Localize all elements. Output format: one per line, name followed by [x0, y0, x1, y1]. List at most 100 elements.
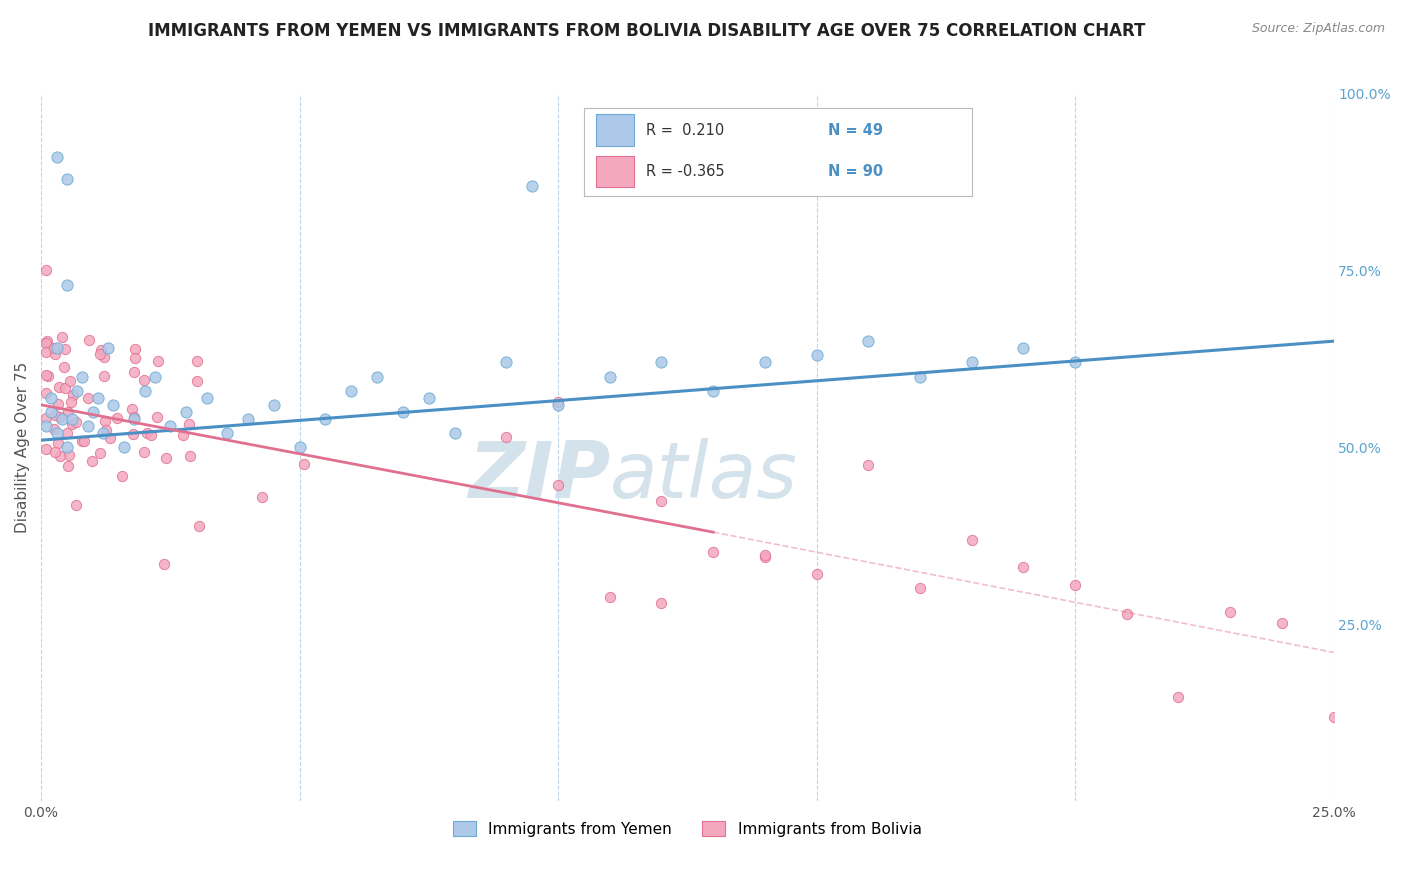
- Point: [174, 405, 197, 419]
- Point: [179, 417, 201, 432]
- Point: [51, 330, 73, 344]
- Point: [48, 380, 70, 394]
- Point: [236, 412, 259, 426]
- Point: [1012, 560, 1035, 574]
- Point: [35, 368, 58, 382]
- Point: [56, 405, 79, 419]
- Point: [93, 350, 115, 364]
- Point: [146, 353, 169, 368]
- Point: [522, 178, 544, 193]
- Point: [188, 518, 211, 533]
- Point: [960, 355, 983, 369]
- Point: [91, 426, 114, 441]
- Point: [41, 391, 63, 405]
- Point: [1064, 355, 1087, 369]
- Point: [35, 263, 58, 277]
- Point: [754, 549, 776, 563]
- Text: IMMIGRANTS FROM YEMEN VS IMMIGRANTS FROM BOLIVIA DISABILITY AGE OVER 75 CORRELAT: IMMIGRANTS FROM YEMEN VS IMMIGRANTS FROM…: [148, 22, 1146, 40]
- Point: [97, 341, 120, 355]
- Point: [1064, 578, 1087, 592]
- Point: [159, 419, 181, 434]
- Point: [62, 417, 84, 431]
- Point: [58, 448, 80, 462]
- Point: [547, 477, 569, 491]
- Point: [1219, 605, 1241, 619]
- Point: [77, 334, 100, 348]
- Point: [60, 412, 83, 426]
- Point: [37, 334, 59, 348]
- Point: [132, 444, 155, 458]
- Point: [94, 414, 117, 428]
- Point: [107, 410, 129, 425]
- Point: [124, 342, 146, 356]
- Point: [35, 419, 58, 434]
- Point: [46, 436, 69, 450]
- Point: [141, 427, 163, 442]
- Point: [44, 341, 66, 355]
- Point: [103, 398, 125, 412]
- Point: [35, 386, 58, 401]
- Point: [42, 422, 65, 436]
- Point: [62, 388, 84, 402]
- Text: atlas: atlas: [610, 438, 797, 514]
- Point: [122, 365, 145, 379]
- Point: [51, 412, 73, 426]
- Point: [195, 391, 218, 405]
- Point: [314, 412, 336, 426]
- Point: [340, 384, 363, 398]
- Point: [179, 449, 201, 463]
- Point: [1271, 615, 1294, 630]
- Point: [65, 415, 87, 429]
- Point: [56, 277, 79, 292]
- Point: [134, 384, 156, 398]
- Point: [288, 440, 311, 454]
- Point: [908, 581, 931, 595]
- Point: [960, 533, 983, 547]
- Point: [73, 434, 96, 448]
- Point: [100, 431, 122, 445]
- Point: [547, 398, 569, 412]
- Point: [93, 369, 115, 384]
- Point: [650, 355, 672, 369]
- Point: [702, 545, 724, 559]
- Point: [49, 410, 72, 425]
- Point: [56, 171, 79, 186]
- Point: [495, 355, 517, 369]
- Point: [46, 396, 69, 410]
- Point: [60, 395, 83, 409]
- Point: [806, 348, 828, 362]
- Point: [186, 354, 208, 368]
- Point: [80, 453, 103, 467]
- Legend: Immigrants from Yemen, Immigrants from Bolivia: Immigrants from Yemen, Immigrants from B…: [447, 814, 928, 843]
- Point: [44, 408, 66, 422]
- Point: [89, 347, 111, 361]
- Point: [1167, 690, 1189, 704]
- Point: [76, 419, 98, 434]
- Point: [122, 412, 145, 426]
- Point: [1322, 710, 1344, 724]
- Point: [56, 458, 79, 473]
- Point: [146, 410, 169, 425]
- Point: [443, 426, 465, 441]
- Point: [112, 440, 135, 454]
- Point: [35, 410, 58, 425]
- Point: [87, 391, 110, 405]
- Point: [59, 374, 82, 388]
- Point: [418, 391, 440, 405]
- Point: [172, 427, 194, 442]
- Point: [49, 449, 72, 463]
- Point: [1012, 341, 1035, 355]
- Point: [44, 445, 66, 459]
- Point: [82, 405, 104, 419]
- Point: [754, 550, 776, 565]
- Text: ZIP: ZIP: [468, 438, 610, 514]
- Point: [65, 498, 87, 512]
- Point: [52, 360, 75, 375]
- Point: [56, 440, 79, 454]
- Point: [44, 347, 66, 361]
- Text: Source: ZipAtlas.com: Source: ZipAtlas.com: [1251, 22, 1385, 36]
- Point: [96, 423, 118, 437]
- Point: [53, 342, 76, 356]
- Point: [858, 458, 880, 472]
- Point: [122, 409, 145, 424]
